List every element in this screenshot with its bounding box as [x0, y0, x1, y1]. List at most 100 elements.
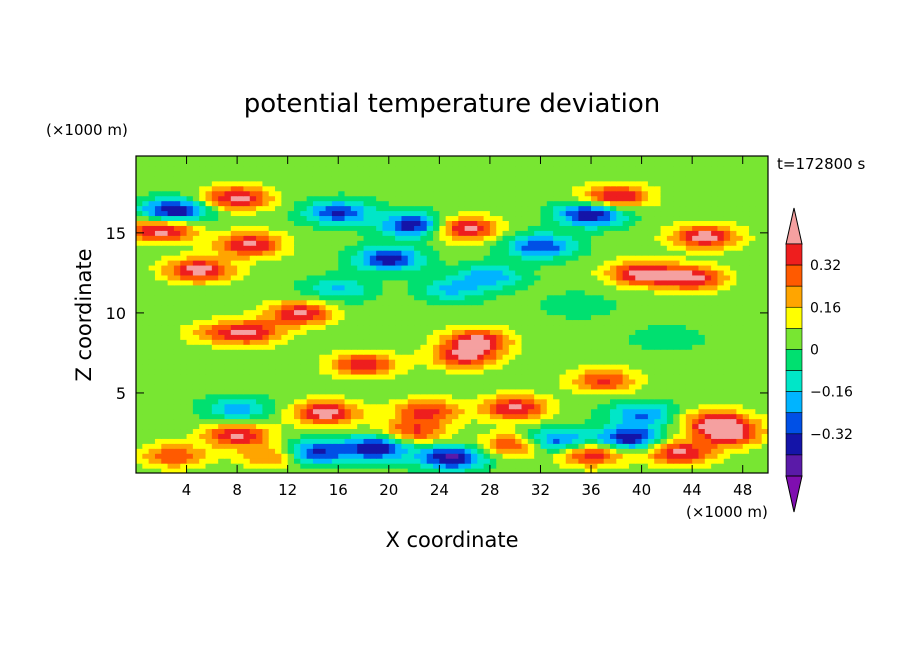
heatmap-cell	[256, 289, 263, 296]
heatmap-cell	[540, 349, 548, 355]
heatmap-cell	[382, 388, 390, 395]
heatmap-cell	[527, 458, 535, 464]
heatmap-cell	[224, 314, 232, 321]
heatmap-cell	[711, 448, 719, 454]
heatmap-cell	[249, 344, 257, 350]
heatmap-cell	[496, 344, 504, 350]
heatmap-cell	[553, 289, 561, 296]
heatmap-cell	[603, 418, 611, 425]
heatmap-cell	[294, 294, 301, 301]
heatmap-cell	[407, 368, 415, 375]
heatmap-cell	[218, 235, 226, 241]
heatmap-cell	[388, 240, 396, 246]
heatmap-cell	[553, 344, 561, 350]
heatmap-cell	[186, 378, 194, 385]
heatmap-cell	[136, 334, 143, 340]
heatmap-cell	[363, 453, 371, 459]
heatmap-cell	[363, 235, 371, 241]
heatmap-cell	[433, 240, 440, 246]
heatmap-cell	[654, 468, 662, 473]
heatmap-cell	[262, 289, 270, 296]
heatmap-cell	[230, 433, 238, 439]
heatmap-cell	[464, 413, 472, 420]
heatmap-cell	[256, 403, 263, 410]
heatmap-cell	[458, 393, 466, 400]
heatmap-cell	[306, 279, 314, 286]
heatmap-cell	[256, 423, 263, 430]
heatmap-cell	[622, 448, 630, 454]
heatmap-cell	[287, 264, 295, 271]
heatmap-cell	[698, 418, 706, 425]
heatmap-cell	[275, 255, 282, 261]
heatmap-cell	[192, 339, 200, 345]
heatmap-cell	[704, 264, 712, 271]
heatmap-cell	[616, 468, 624, 473]
heatmap-cell	[458, 354, 466, 360]
heatmap-cell	[312, 458, 320, 464]
heatmap-cell	[237, 279, 245, 286]
heatmap-cell	[698, 443, 706, 449]
heatmap-cell	[666, 468, 674, 473]
heatmap-cell	[761, 324, 768, 330]
heatmap-cell	[142, 274, 150, 281]
heatmap-cell	[344, 458, 352, 464]
heatmap-cell	[363, 364, 371, 370]
heatmap-cell	[249, 443, 257, 449]
heatmap-cell	[496, 423, 504, 430]
heatmap-cell	[287, 354, 295, 360]
heatmap-cell	[369, 274, 377, 281]
heatmap-cell	[262, 334, 270, 340]
heatmap-cell	[452, 235, 459, 241]
heatmap-cell	[458, 383, 466, 390]
heatmap-cell	[218, 349, 226, 355]
heatmap-cell	[319, 264, 327, 271]
heatmap-cell	[167, 398, 175, 405]
heatmap-cell	[325, 225, 333, 231]
heatmap-cell	[167, 294, 175, 301]
heatmap-cell	[527, 453, 535, 459]
heatmap-cell	[761, 428, 768, 434]
heatmap-cell	[540, 339, 548, 345]
heatmap-cell	[325, 468, 333, 473]
heatmap-cell	[319, 299, 327, 306]
heatmap-cell	[502, 364, 510, 370]
heatmap-cell	[331, 448, 339, 454]
heatmap-cell	[723, 284, 731, 291]
heatmap-cell	[515, 448, 523, 454]
heatmap-cell	[407, 279, 415, 286]
heatmap-cell	[243, 324, 251, 330]
heatmap-cell	[426, 344, 434, 350]
heatmap-cell	[452, 398, 459, 405]
heatmap-cell	[603, 260, 611, 266]
heatmap-cell	[749, 378, 756, 385]
heatmap-cell	[452, 250, 459, 256]
heatmap-cell	[136, 393, 143, 400]
heatmap-cell	[243, 388, 251, 395]
heatmap-cell	[470, 468, 478, 473]
heatmap-cell	[382, 230, 390, 236]
heatmap-cell	[338, 255, 346, 261]
heatmap-cell	[483, 289, 491, 296]
heatmap-cell	[230, 388, 238, 395]
heatmap-cell	[357, 458, 365, 464]
heatmap-cell	[489, 344, 497, 350]
heatmap-cell	[635, 443, 643, 449]
heatmap-cell	[445, 393, 453, 400]
heatmap-cell	[692, 378, 700, 385]
heatmap-cell	[591, 260, 598, 266]
heatmap-cell	[148, 314, 156, 321]
heatmap-cell	[483, 388, 491, 395]
heatmap-cell	[654, 339, 662, 345]
heatmap-cell	[723, 240, 731, 246]
heatmap-cell	[502, 413, 510, 420]
heatmap-cell	[489, 413, 497, 420]
heatmap-cell	[647, 284, 655, 291]
heatmap-cell	[502, 428, 510, 434]
heatmap-cell	[502, 438, 510, 444]
heatmap-cell	[338, 423, 346, 430]
heatmap-cell	[647, 408, 655, 415]
heatmap-cell	[704, 349, 712, 355]
heatmap-cell	[407, 294, 415, 301]
heatmap-cell	[142, 309, 150, 316]
heatmap-cell	[622, 284, 630, 291]
